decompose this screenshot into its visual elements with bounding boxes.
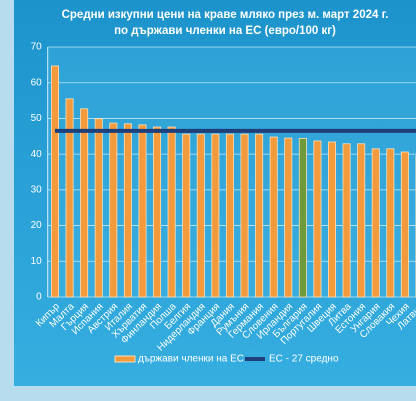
y-tick-label: 60 [31,77,43,88]
bar [357,143,366,298]
legend-label: ЕС - 27 средно [269,354,339,365]
bar [400,151,409,298]
bar [138,124,147,298]
chart-subtitle: по държави членки на ЕС (евро/100 кг) [114,25,336,37]
bar [298,138,307,298]
y-tick-label: 30 [31,184,43,195]
bar [240,133,249,298]
bar [211,133,220,298]
bar [269,136,278,298]
bar [94,118,103,298]
y-tick-label: 10 [31,256,43,267]
y-tick-label: 70 [31,42,43,53]
bar [371,148,380,298]
bar [255,133,264,298]
bar [153,126,162,298]
bar [386,148,395,298]
bar [109,122,118,298]
bar [342,143,351,298]
bar [196,133,205,298]
bar [182,133,191,298]
bar [123,123,132,298]
y-tick-label: 40 [31,149,43,160]
plot: 010203040506070КипърМалтаГърцияИспанияАв… [31,42,416,354]
bar [313,140,322,298]
bar [50,65,59,298]
bar [225,133,234,298]
y-tick-label: 20 [31,220,43,231]
legend-swatch [114,355,136,363]
bar [80,108,89,298]
bar [328,141,337,298]
chart-title: Средни изкупни цени на краве мляко през … [62,9,389,21]
bar [65,98,74,298]
bar [167,126,176,298]
legend-label: държави членки на ЕС [138,354,244,365]
y-tick-label: 50 [31,113,43,124]
bar [284,137,293,298]
y-tick-label: 0 [36,292,42,303]
